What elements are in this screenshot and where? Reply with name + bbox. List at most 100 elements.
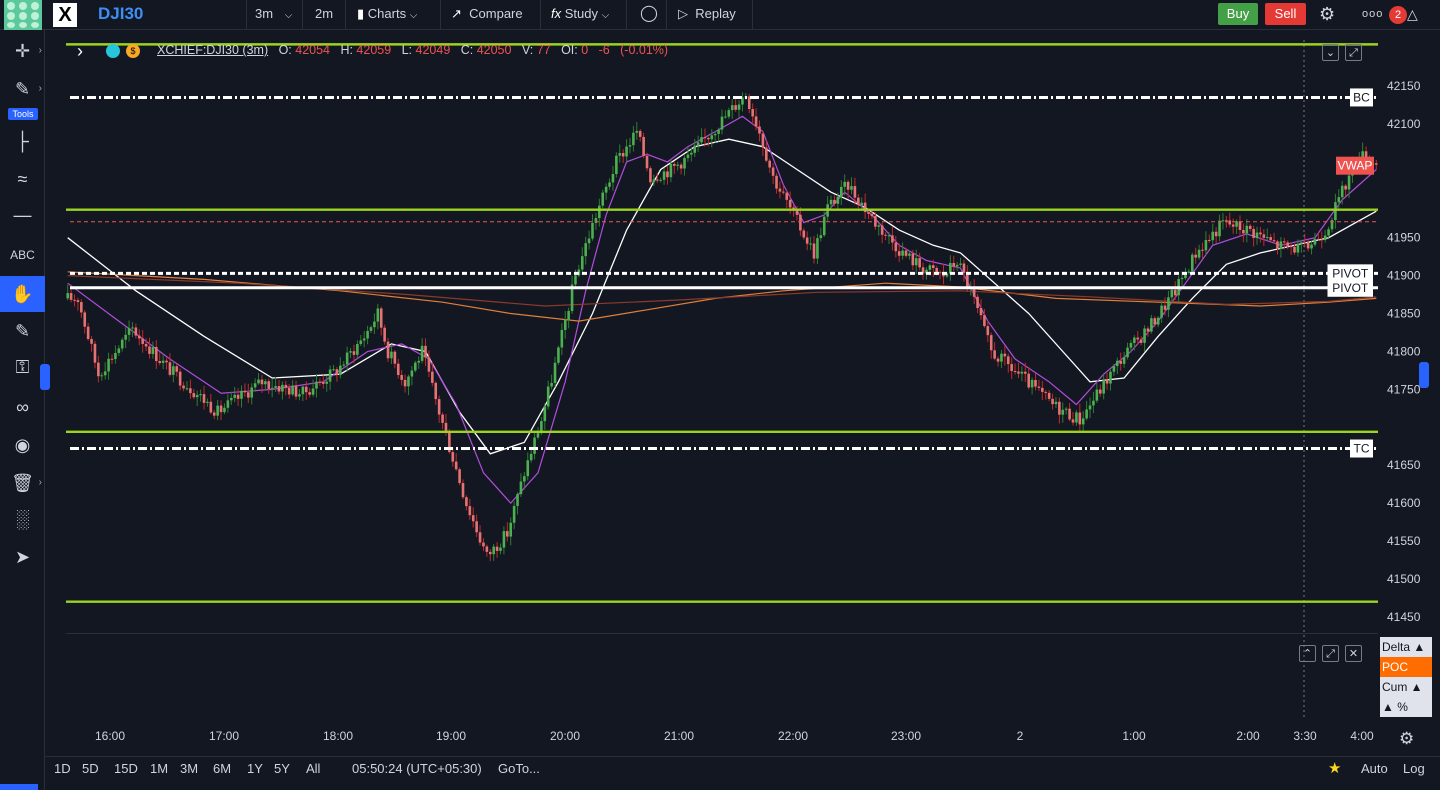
pattern-icon[interactable]: ≈ — [17, 169, 28, 189]
candle-body — [1003, 353, 1007, 357]
candle-body — [499, 547, 502, 551]
gear-icon[interactable]: ⚙ — [1319, 4, 1336, 24]
percent-toggle[interactable]: ▲ % — [1380, 697, 1432, 717]
tools-label[interactable]: Tools — [8, 108, 38, 120]
candle-body — [1047, 392, 1051, 399]
candle-body — [1252, 228, 1255, 238]
range-button-1m[interactable]: 1M — [150, 761, 169, 776]
buy-button[interactable]: Buy — [1218, 3, 1258, 25]
chart-settings-gear-icon[interactable]: ⚙ — [1399, 729, 1415, 748]
log-scale-toggle[interactable]: Log — [1403, 761, 1425, 776]
price-tick-label: 41850 — [1387, 307, 1421, 321]
goto-button[interactable]: GoTo... — [498, 761, 540, 776]
time-axis[interactable]: 16:00 17:00 18:00 19:00 20:00 21:00 22:00 23:00… — [95, 729, 1374, 743]
candle-body — [543, 406, 547, 422]
study-dropdown[interactable]: fx Study ⌵ — [551, 6, 610, 21]
collapse-sidebar-handle[interactable] — [40, 364, 50, 390]
orange-ma-line — [67, 271, 1377, 322]
legend-title[interactable]: XCHIEF:DJI30 (3m) — [157, 43, 269, 57]
poc-toggle[interactable]: POC — [1380, 657, 1432, 677]
candle-body — [1170, 289, 1174, 298]
candle-body — [1180, 278, 1184, 280]
range-button-5y[interactable]: 5Y — [274, 761, 290, 776]
candle-body — [356, 344, 359, 355]
candle-body — [816, 238, 819, 259]
legend-expand-chevron-icon[interactable]: › — [77, 41, 83, 61]
candle-body — [1303, 242, 1307, 244]
candle-body — [805, 237, 809, 244]
pencil-icon[interactable]: ✎ › — [14, 79, 42, 99]
chevron-down-icon: ⌵ — [409, 10, 418, 21]
trash-icon[interactable]: 🗑 › — [11, 473, 42, 493]
candle-body — [1160, 305, 1163, 318]
candle-body — [1116, 360, 1119, 367]
candle-body — [369, 327, 373, 331]
range-button-3m[interactable]: 3M — [180, 761, 199, 776]
range-button-1d[interactable]: 1D — [54, 761, 71, 776]
candle-body — [1098, 389, 1102, 394]
maximize-pane-icon[interactable]: ⤢ — [1345, 44, 1362, 61]
candle-body — [972, 287, 976, 297]
candle-body — [379, 308, 383, 328]
candle-body — [833, 199, 836, 204]
interval-2m-button[interactable]: 2m — [315, 6, 334, 21]
candle-body — [672, 163, 676, 166]
brand-x-icon[interactable]: X — [53, 3, 77, 27]
cursor-icon[interactable]: ➤ — [14, 547, 31, 567]
candle-body — [291, 385, 294, 395]
charts-dropdown[interactable]: ▮ Charts ⌵ — [357, 6, 418, 21]
candle-body — [107, 358, 110, 372]
time-tick-label: 3:30 — [1293, 729, 1317, 743]
time-tick-label: 4:00 — [1350, 729, 1374, 743]
lock-icon[interactable]: ⚿ — [15, 357, 30, 377]
level-label: TC — [1354, 442, 1370, 456]
sub-pane-divider[interactable] — [66, 633, 1378, 634]
candle-body — [226, 400, 230, 408]
replay-button[interactable]: ▷ Replay — [678, 6, 736, 21]
candle-body — [580, 256, 584, 270]
candle-body — [560, 329, 564, 348]
crosshair-icon[interactable]: ✛ › — [14, 41, 42, 61]
range-button-1y[interactable]: 1Y — [247, 761, 263, 776]
more-menu-button[interactable]: ooo — [1362, 8, 1384, 20]
candle-body — [809, 243, 812, 245]
measure-line-icon[interactable]: ├ — [16, 131, 29, 151]
pane-maximize-icon[interactable]: ⤢ — [1322, 645, 1339, 662]
pane-up-icon[interactable]: ⌃ — [1299, 645, 1316, 662]
link-icon[interactable]: ∞ — [16, 397, 29, 417]
range-button-5d[interactable]: 5D — [82, 761, 99, 776]
range-button-6m[interactable]: 6M — [213, 761, 232, 776]
pane-close-icon[interactable]: ✕ — [1345, 645, 1362, 662]
auto-scale-toggle[interactable]: Auto — [1361, 761, 1388, 776]
range-button-15d[interactable]: 15D — [114, 761, 138, 776]
star-icon[interactable]: ★ — [1328, 760, 1342, 777]
cum-toggle[interactable]: Cum ▲ — [1380, 677, 1432, 697]
interval-dropdown[interactable]: 3m ⌵ — [255, 6, 293, 21]
collapse-pane-icon[interactable]: ⌄ — [1322, 44, 1339, 61]
warning-icon[interactable]: △ — [1407, 6, 1418, 22]
price-axis[interactable]: 42150 42100 41950 41900 41850 41800 41750 41650… — [1378, 30, 1440, 756]
sell-button[interactable]: Sell — [1265, 3, 1306, 25]
symbol-search[interactable]: DJI30 — [98, 4, 144, 23]
brush-icon[interactable]: ✎ — [14, 321, 31, 341]
candle-body — [1242, 229, 1245, 234]
candle-body — [867, 212, 870, 214]
candle-body — [880, 225, 884, 235]
compare-button[interactable]: ↗ Compare — [451, 6, 523, 21]
candle-body — [407, 376, 410, 387]
delta-toggle[interactable]: Delta ▲ — [1380, 637, 1432, 657]
ruler-icon[interactable]: ░ — [16, 509, 29, 529]
horizontal-line-icon[interactable]: — — [13, 205, 32, 225]
collapse-right-handle[interactable] — [1419, 362, 1429, 388]
candle-body — [243, 390, 247, 393]
hand-pan-icon[interactable]: ✋ — [0, 276, 45, 312]
text-tool-icon[interactable]: ABC — [10, 248, 35, 262]
candle-body — [1081, 418, 1085, 425]
alert-count-badge[interactable]: 2 — [1389, 6, 1407, 24]
eye-icon[interactable]: ◉ — [14, 435, 31, 455]
candle-body — [700, 137, 703, 143]
clock-timezone[interactable]: 05:50:24 (UTC+05:30) — [352, 761, 482, 776]
camera-icon[interactable]: ◯ — [640, 5, 658, 22]
range-button-all[interactable]: All — [306, 761, 321, 776]
